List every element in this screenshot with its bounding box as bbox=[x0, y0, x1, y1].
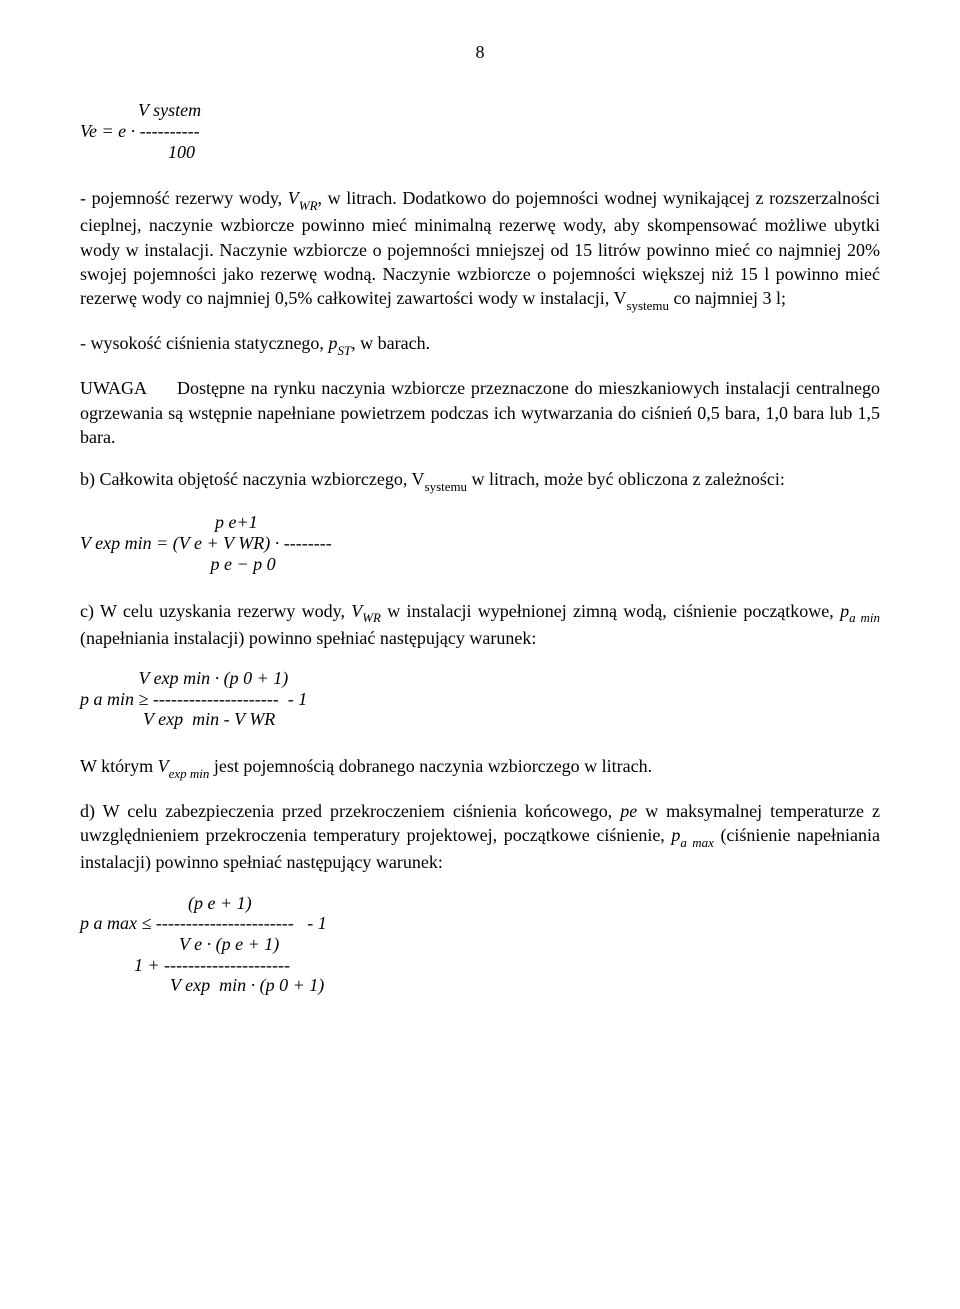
para-c-c: w instalacji wypełnionej zimną wodą, ciś… bbox=[381, 601, 840, 621]
para-c-p-sub: a min bbox=[849, 610, 880, 625]
para-wk-V-sub: exp min bbox=[169, 766, 210, 781]
para-note: UWAGADostępne na rynku naczynia wzbiorcz… bbox=[80, 376, 880, 449]
formula4-l5: V exp min · (p 0 + 1) bbox=[80, 975, 324, 995]
formula4-l2: p a max ≤ ----------------------- - 1 bbox=[80, 913, 327, 933]
para-d-p-sub: a max bbox=[680, 835, 713, 850]
para-c-V: V bbox=[351, 601, 362, 621]
para-c-a: c) W celu uzyskania rezerwy wody, bbox=[80, 601, 351, 621]
formula-ve-mid: Ve = e · ---------- bbox=[80, 121, 200, 141]
para1-c-sub: systemu bbox=[627, 298, 669, 313]
note-label: UWAGA bbox=[80, 376, 147, 400]
formula4-l3: V e · (p e + 1) bbox=[80, 934, 279, 954]
para-b-sub: systemu bbox=[425, 479, 467, 494]
para-reserve-a: - pojemność rezerwy wody, bbox=[80, 188, 288, 208]
para-wk-a: W którym bbox=[80, 756, 158, 776]
para-reserve-d: co najmniej 3 l; bbox=[669, 288, 786, 308]
page-number: 8 bbox=[80, 40, 880, 64]
formula2-l3: p e − p 0 bbox=[80, 554, 276, 574]
formula4-l1: (p e + 1) bbox=[80, 893, 252, 913]
para1-V: V bbox=[288, 188, 299, 208]
para-c-V-sub: WR bbox=[362, 610, 381, 625]
para-b-b: w litrach, może być obliczona z zależnoś… bbox=[467, 469, 785, 489]
para-reserve: - pojemność rezerwy wody, VWR, w litrach… bbox=[80, 186, 880, 313]
para-d-a: d) W celu zabezpieczenia przed przekrocz… bbox=[80, 801, 620, 821]
para-c-p: p bbox=[840, 601, 849, 621]
para-c: c) W celu uzyskania rezerwy wody, VWR w … bbox=[80, 599, 880, 650]
note-body: Dostępne na rynku naczynia wzbiorcze prz… bbox=[80, 378, 880, 447]
formula2-l1: p e+1 bbox=[80, 512, 258, 532]
para1-V-sub: WR bbox=[299, 198, 318, 213]
formula-pamax: (p e + 1) p a max ≤ --------------------… bbox=[80, 893, 880, 996]
formula-ve: V system Ve = e · ---------- 100 bbox=[80, 100, 880, 162]
formula-vexpmin: p e+1 V exp min = (V e + V WR) · -------… bbox=[80, 512, 880, 574]
para-wktorym: W którym Vexp min jest pojemnością dobra… bbox=[80, 754, 880, 781]
para-d: d) W celu zabezpieczenia przed przekrocz… bbox=[80, 799, 880, 875]
formula3-l3: V exp min - V WR bbox=[80, 709, 275, 729]
formula-ve-bot: 100 bbox=[80, 142, 195, 162]
formula2-l2: V exp min = (V e + V WR) · -------- bbox=[80, 533, 332, 553]
para-b: b) Całkowita objętość naczynia wzbiorcze… bbox=[80, 467, 880, 494]
formula3-l1: V exp min · (p 0 + 1) bbox=[80, 668, 288, 688]
document-page: 8 V system Ve = e · ---------- 100 - poj… bbox=[0, 0, 960, 1309]
para2-c: , w barach. bbox=[351, 333, 430, 353]
formula-pamin: V exp min · (p 0 + 1) p a min ≥ --------… bbox=[80, 668, 880, 730]
para-c-e: (napełniania instalacji) powinno spełnia… bbox=[80, 628, 536, 648]
formula3-l2: p a min ≥ --------------------- - 1 bbox=[80, 689, 307, 709]
formula-ve-top: V system bbox=[80, 100, 201, 120]
para-d-pe: pe bbox=[620, 801, 637, 821]
para2-a: - wysokość ciśnienia statycznego, bbox=[80, 333, 328, 353]
para-wk-c: jest pojemnością dobranego naczynia wzbi… bbox=[209, 756, 652, 776]
para-wk-V: V bbox=[158, 756, 169, 776]
para-b-a: b) Całkowita objętość naczynia wzbiorcze… bbox=[80, 469, 425, 489]
para-static-pressure: - wysokość ciśnienia statycznego, pST, w… bbox=[80, 331, 880, 358]
para2-p-sub: ST bbox=[337, 343, 351, 358]
formula4-l4: 1 + --------------------- bbox=[80, 955, 290, 975]
